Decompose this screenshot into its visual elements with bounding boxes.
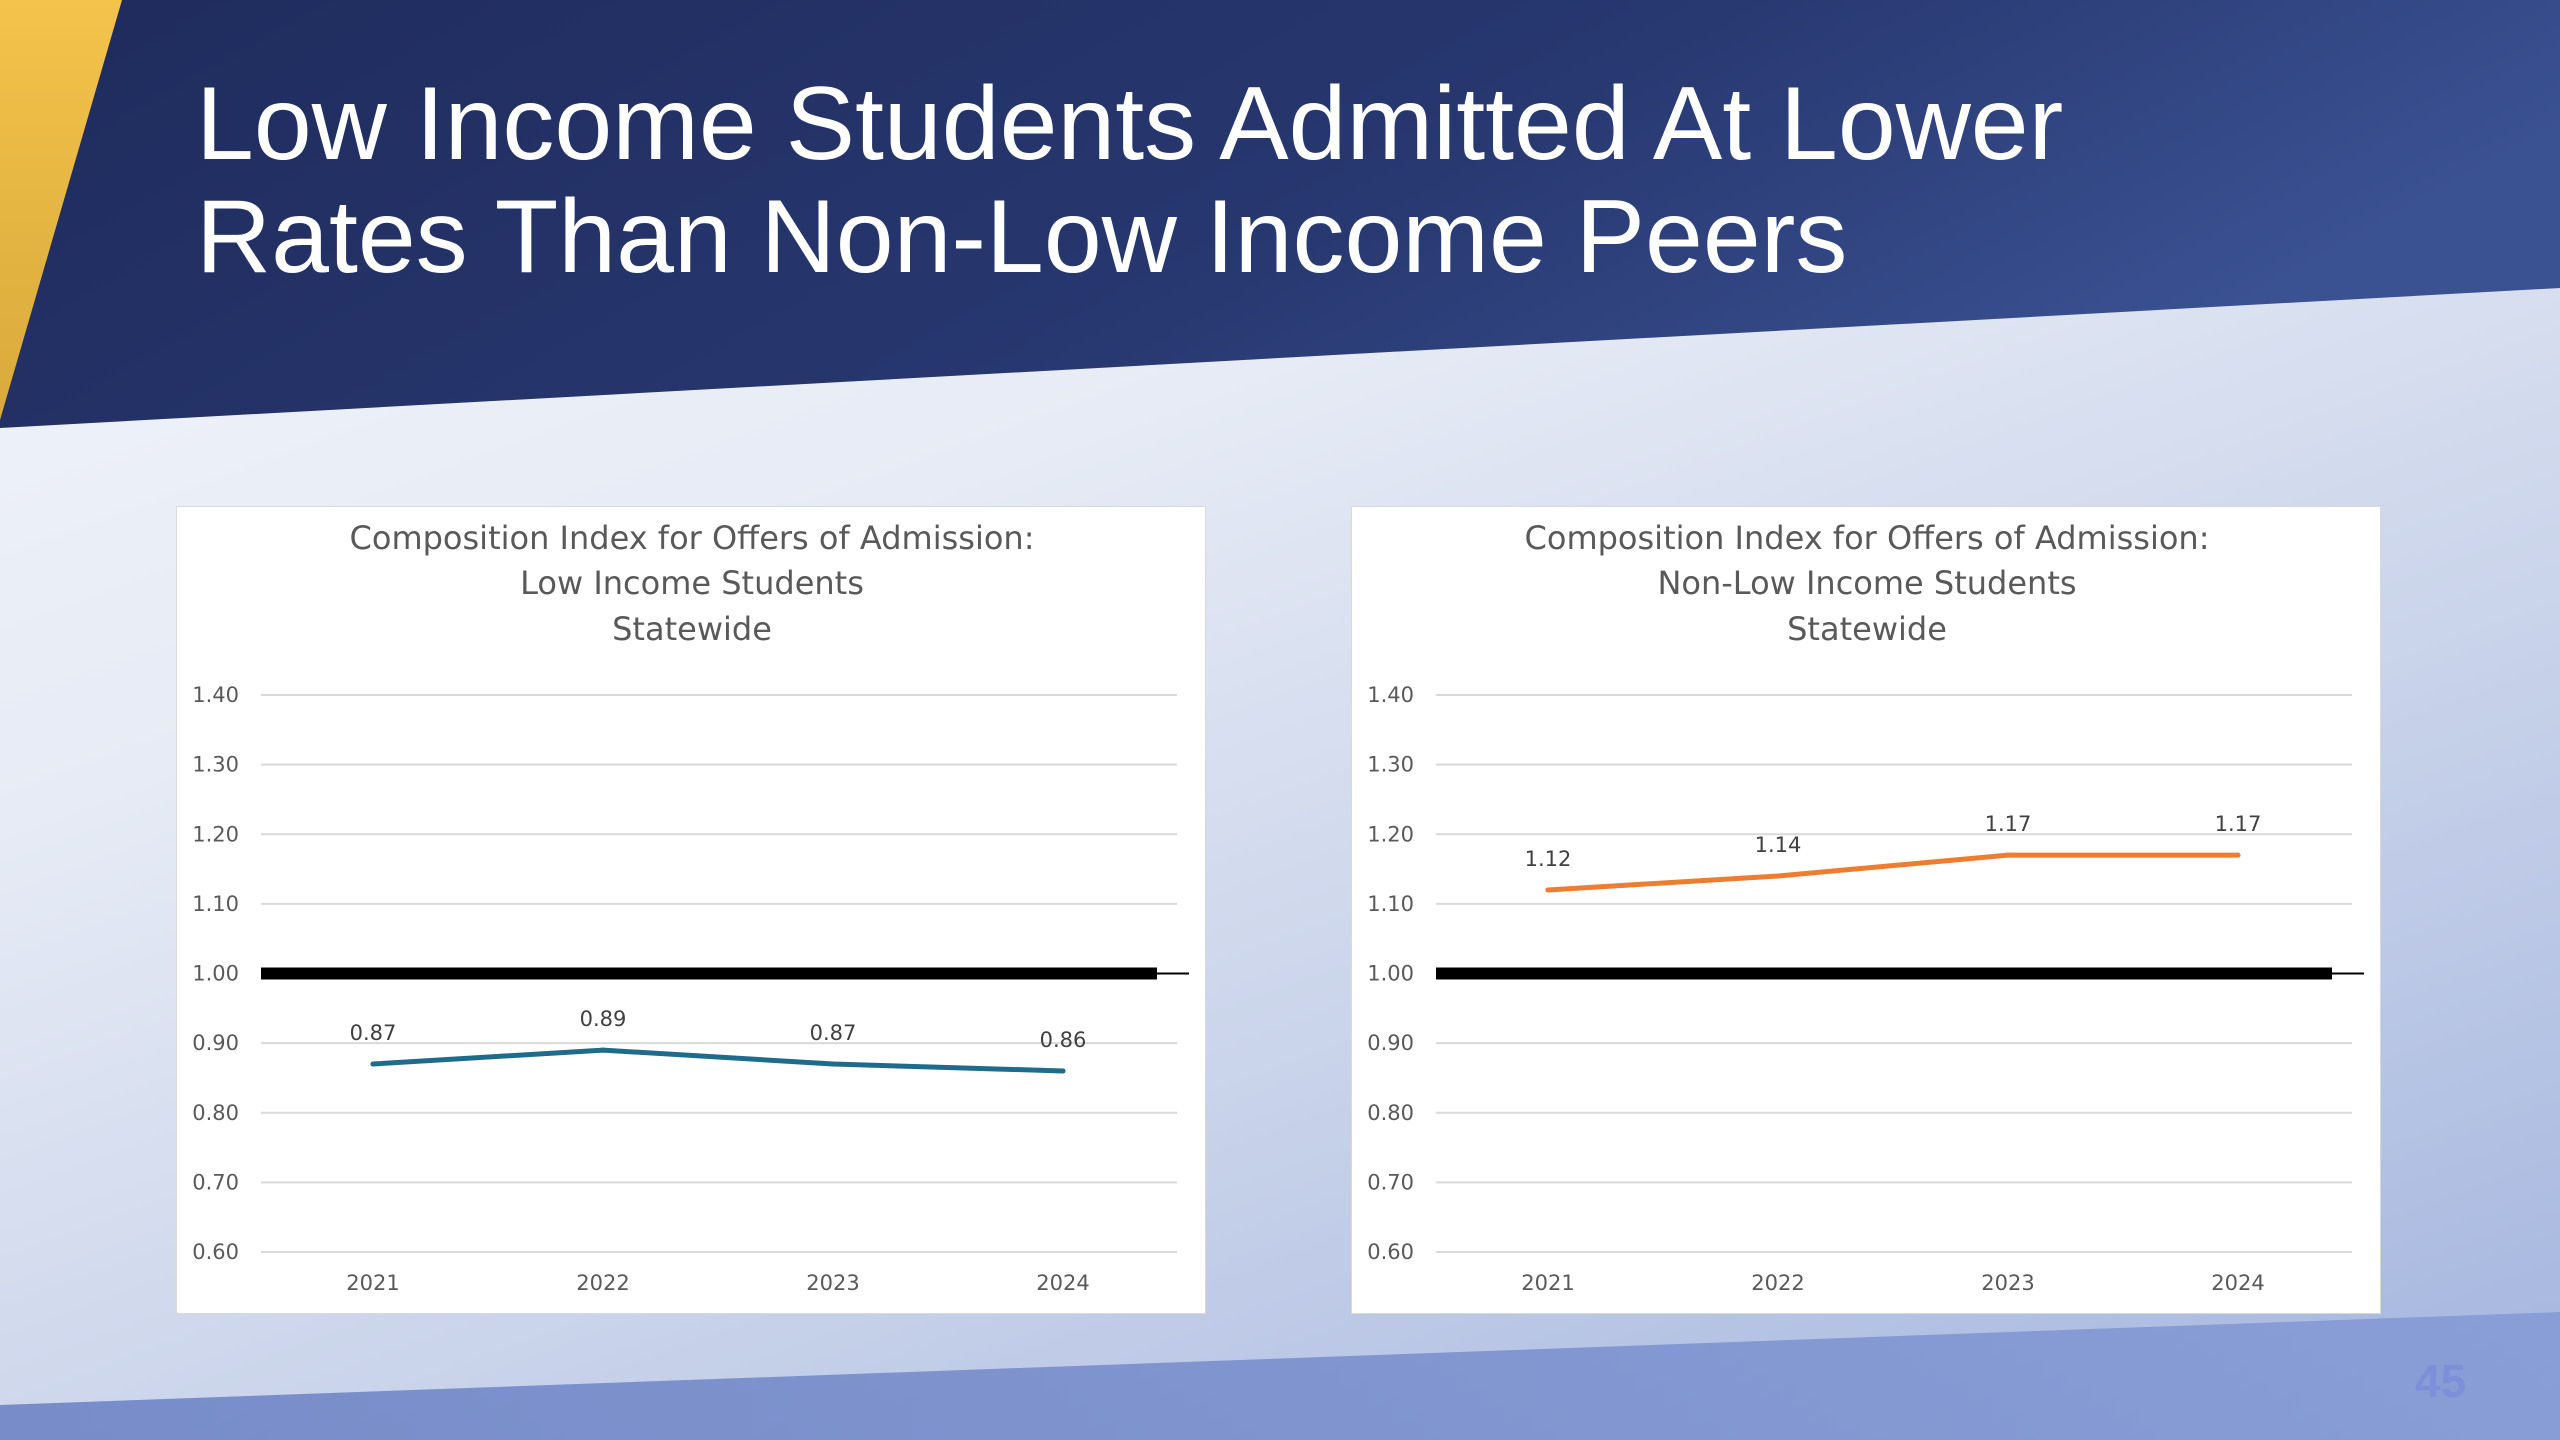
y-tick-label: 0.60	[192, 1240, 239, 1264]
slide-title-line-1: Low Income Students Admitted At Lower	[196, 66, 2064, 182]
slide-title-line-2: Rates Than Non-Low Income Peers	[196, 179, 1848, 295]
y-tick-label: 1.20	[1367, 822, 1414, 846]
x-tick-label: 2023	[1981, 1271, 2034, 1295]
y-tick-label: 1.40	[1367, 683, 1414, 707]
header-band	[0, 0, 2560, 428]
y-tick-label: 0.90	[192, 1031, 239, 1055]
x-tick-label: 2022	[1751, 1271, 1804, 1295]
y-tick-label: 1.10	[1367, 892, 1414, 916]
slide-title: Low Income Students Admitted At Lower Ra…	[196, 68, 2296, 294]
chart-card-low-income: Composition Index for Offers of Admissio…	[176, 506, 1206, 1314]
data-point	[1775, 873, 1781, 879]
x-tick-label: 2023	[806, 1271, 859, 1295]
data-point	[2235, 852, 2241, 858]
page-number: 45	[2415, 1355, 2467, 1407]
data-label: 0.89	[580, 1007, 627, 1031]
y-tick-label: 1.20	[192, 822, 239, 846]
data-point	[1060, 1068, 1066, 1074]
data-label: 0.87	[350, 1021, 397, 1045]
data-point	[2005, 852, 2011, 858]
x-tick-label: 2021	[1521, 1271, 1574, 1295]
chart-title-line-1: Composition Index for Offers of Admissio…	[350, 519, 1035, 557]
chart-title-line-2: Low Income Students	[520, 564, 864, 602]
x-tick-label: 2024	[1036, 1271, 1089, 1295]
chart-card-non-low-income: Composition Index for Offers of Admissio…	[1351, 506, 2381, 1314]
y-tick-label: 1.00	[1367, 962, 1414, 986]
chart-title-line-3: Statewide	[612, 610, 772, 648]
data-label: 1.14	[1755, 833, 1802, 857]
data-point	[370, 1061, 376, 1067]
x-tick-label: 2022	[576, 1271, 629, 1295]
y-tick-label: 0.70	[192, 1170, 239, 1194]
header-gold-accent	[0, 0, 122, 420]
y-tick-label: 1.30	[1367, 753, 1414, 777]
data-label: 1.17	[1985, 812, 2032, 836]
y-tick-label: 0.80	[1367, 1101, 1414, 1125]
y-tick-label: 1.40	[192, 683, 239, 707]
chart-non-low-income: Composition Index for Offers of Admissio…	[1367, 519, 2364, 1295]
data-label: 1.12	[1525, 847, 1572, 871]
chart-title-line-2: Non-Low Income Students	[1657, 564, 2076, 602]
data-label: 0.87	[810, 1021, 857, 1045]
data-label: 0.86	[1040, 1028, 1087, 1052]
x-tick-label: 2024	[2211, 1271, 2264, 1295]
y-tick-label: 1.10	[192, 892, 239, 916]
series-line	[1545, 852, 2241, 893]
chart-title-line-1: Composition Index for Offers of Admissio…	[1525, 519, 2210, 557]
data-point	[1545, 887, 1551, 893]
data-point	[600, 1047, 606, 1053]
data-label: 1.17	[2215, 812, 2262, 836]
y-tick-label: 0.90	[1367, 1031, 1414, 1055]
y-tick-label: 1.30	[192, 753, 239, 777]
y-tick-label: 0.70	[1367, 1170, 1414, 1194]
chart-low-income: Composition Index for Offers of Admissio…	[192, 519, 1189, 1295]
chart-title-line-3: Statewide	[1787, 610, 1947, 648]
y-tick-label: 0.80	[192, 1101, 239, 1125]
x-tick-label: 2021	[346, 1271, 399, 1295]
y-tick-label: 0.60	[1367, 1240, 1414, 1264]
data-point	[830, 1061, 836, 1067]
y-tick-label: 1.00	[192, 962, 239, 986]
series-line	[370, 1047, 1066, 1074]
footer-band	[0, 1312, 2560, 1440]
